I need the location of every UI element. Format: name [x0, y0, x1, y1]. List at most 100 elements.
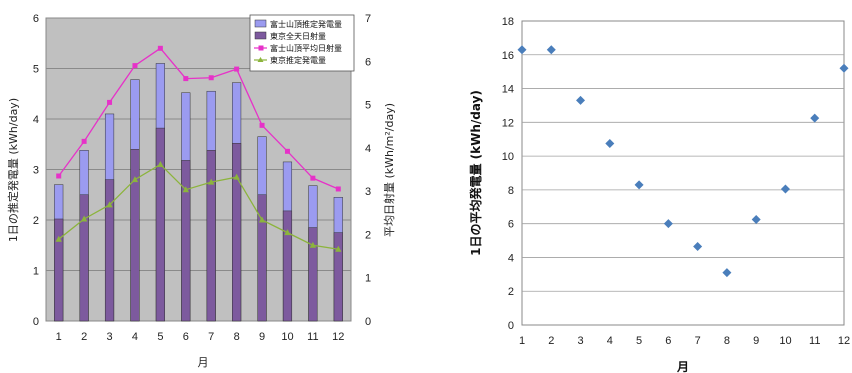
combo-right-tick-label: 3 [365, 186, 371, 198]
scatter-point [663, 219, 673, 229]
scatter-x-tick-label: 8 [724, 335, 730, 347]
marker-fuji-irradiance [208, 75, 214, 81]
combo-left-tick-label: 3 [33, 165, 39, 177]
combo-x-tick-label: 1 [56, 331, 62, 343]
scatter-x-tick-label: 9 [753, 335, 759, 347]
combo-right-tick-label: 4 [365, 143, 371, 155]
marker-fuji-irradiance [234, 66, 240, 72]
combo-left-axis-ticks: 0 1 2 3 4 5 6 [33, 13, 39, 328]
scatter-point [634, 180, 644, 190]
marker-tokyo-power [106, 201, 113, 208]
combo-right-tick-label: 0 [365, 316, 371, 328]
legend-item-tokyo-power: 東京推定発電量 [254, 55, 326, 65]
combo-right-tick-label: 6 [365, 56, 371, 68]
combo-right-tick-label: 7 [365, 13, 371, 25]
bar-tokyo-irradiance [181, 160, 191, 322]
scatter-y-tick-label: 4 [508, 252, 514, 264]
legend-marker-fuji-irradiance [258, 45, 264, 51]
scatter-x-tick-label: 7 [695, 335, 701, 347]
marker-fuji-irradiance [183, 76, 189, 82]
marker-tokyo-power [258, 216, 266, 223]
bar-tokyo-irradiance [282, 210, 293, 322]
marker-fuji-irradiance [310, 175, 316, 181]
scatter-x-tick-label: 2 [548, 335, 554, 347]
marker-tokyo-power [309, 241, 317, 248]
legend-item-fuji-power: 富士山頂推定発電量 [254, 19, 342, 29]
scatter-gridlines [522, 54, 844, 292]
scatter-point [693, 241, 703, 251]
scatter-y-axis-ticks: 0 2 4 6 8 10 12 14 16 18 [502, 16, 514, 332]
marker-tokyo-power [157, 160, 164, 167]
scatter-x-tick-label: 3 [577, 335, 583, 347]
scatter-x-tick-label: 10 [779, 335, 791, 347]
combo-x-tick-label: 12 [332, 331, 344, 343]
combo-x-axis-ticks: 1 2 3 4 5 6 7 8 9 10 11 12 [56, 331, 345, 343]
bar-tokyo-irradiance [257, 194, 267, 322]
combo-x-tick-label: 3 [106, 331, 112, 343]
scatter-point [780, 184, 790, 194]
marker-fuji-irradiance [56, 173, 62, 179]
line-fuji-irradiance [58, 47, 339, 190]
scatter-point [839, 63, 849, 73]
bar-tokyo-irradiance [333, 232, 343, 322]
legend-item-fuji-irradiance: 富士山頂平均日射量 [254, 43, 342, 53]
legend-label-tokyo-power: 東京推定発電量 [270, 55, 326, 65]
bar-tokyo-irradiance [54, 218, 64, 322]
scatter-y-tick-label: 14 [502, 84, 514, 96]
scatter-point [605, 138, 615, 148]
marker-fuji-irradiance [157, 45, 163, 51]
scatter-y-axis-label: 1日の平均発電量 (kWh/day) [468, 90, 483, 256]
combo-x-tick-label: 8 [234, 331, 240, 343]
bar-tokyo-irradiance [232, 142, 242, 322]
marker-fuji-irradiance [335, 186, 341, 192]
scatter-y-tick-label: 2 [508, 286, 514, 298]
combo-left-tick-label: 5 [33, 64, 39, 76]
scatter-x-tick-label: 5 [636, 335, 642, 347]
combo-x-tick-label: 7 [208, 331, 214, 343]
scatter-y-tick-label: 8 [508, 185, 514, 197]
scatter-x-tick-label: 11 [809, 335, 820, 347]
marker-tokyo-power [80, 215, 88, 222]
scatter-points [517, 45, 849, 278]
scatter-plot-area [521, 20, 845, 326]
legend-label-tokyo-irradiance: 東京全天日射量 [270, 31, 326, 41]
combo-lines [55, 45, 342, 252]
scatter-y-tick-label: 12 [502, 117, 514, 129]
scatter-point [576, 95, 586, 105]
combo-bars [54, 63, 343, 322]
scatter-point [546, 45, 556, 55]
combo-left-tick-label: 0 [33, 316, 39, 328]
bar-tokyo-irradiance [79, 194, 89, 322]
bar-tokyo-irradiance [308, 227, 318, 322]
legend-marker-tokyo-power [257, 57, 264, 62]
scatter-x-axis-label: 月 [676, 360, 689, 373]
combo-legend: 富士山頂推定発電量 東京全天日射量 富士山頂平均日射量 東京推定発電量 [249, 14, 355, 72]
scatter-x-tick-label: 4 [607, 335, 613, 347]
combo-left-tick-label: 2 [33, 215, 39, 227]
marker-tokyo-power [233, 173, 240, 180]
marker-tokyo-power [335, 245, 342, 252]
scatter-point [810, 113, 820, 123]
combo-left-tick-label: 6 [33, 13, 39, 25]
combo-x-tick-label: 6 [183, 331, 189, 343]
marker-fuji-irradiance [132, 63, 138, 69]
marker-fuji-irradiance [107, 99, 113, 105]
combo-left-tick-label: 4 [33, 114, 39, 126]
bar-tokyo-irradiance [155, 127, 165, 322]
combo-left-tick-label: 1 [33, 266, 39, 278]
marker-fuji-irradiance [81, 138, 87, 144]
marker-tokyo-power [284, 229, 291, 236]
combo-right-axis-label: 平均日射量 (kWh/m²/day) [382, 103, 396, 237]
combo-x-tick-label: 2 [81, 331, 87, 343]
combo-right-tick-label: 5 [365, 100, 371, 112]
combo-x-tick-label: 4 [132, 331, 138, 343]
scatter-y-tick-label: 6 [508, 219, 514, 231]
scatter-point [722, 268, 732, 278]
marker-tokyo-power [182, 186, 189, 193]
legend-box [249, 14, 355, 72]
combo-x-tick-label: 5 [157, 331, 163, 343]
combo-x-axis-label: 月 [198, 356, 209, 369]
